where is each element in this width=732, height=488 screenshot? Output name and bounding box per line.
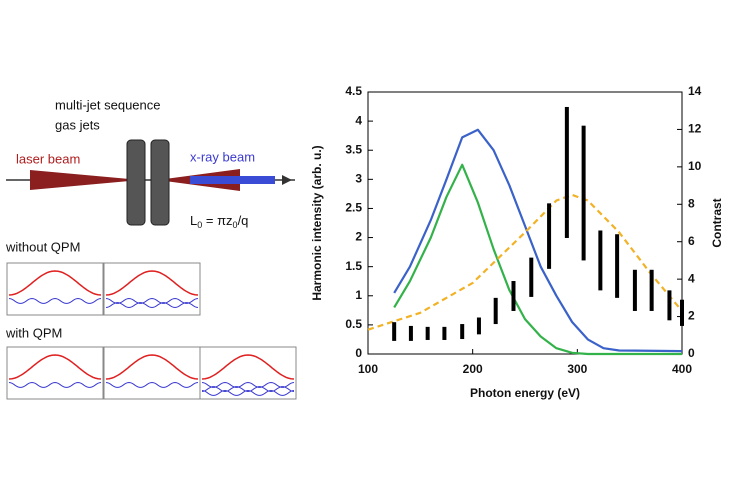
formula: L0 = πz0/q [190, 213, 248, 230]
diagram-label: gas jets [55, 117, 100, 132]
y2-tick-label: 14 [688, 84, 702, 98]
wave-box [6, 262, 104, 316]
x-tick-label: 100 [358, 362, 378, 376]
y2-tick-label: 6 [688, 234, 695, 248]
y2-tick-label: 8 [688, 196, 695, 210]
xray-beam [190, 176, 275, 184]
diagram-label: multi-jet sequence [55, 97, 161, 112]
x-tick-label: 200 [463, 362, 483, 376]
y2-tick-label: 4 [688, 271, 695, 285]
x-axis-label: Photon energy (eV) [470, 386, 580, 400]
y-tick-label: 1 [355, 288, 362, 302]
laser-wave [8, 354, 102, 380]
y-tick-label: 0.5 [345, 317, 362, 331]
diagram-label: x-ray beam [190, 149, 255, 164]
error-bar [564, 106, 569, 238]
x-tick-label: 400 [672, 362, 692, 376]
x-tick-label: 300 [567, 362, 587, 376]
diagram-label: without QPM [5, 239, 80, 254]
series-line [393, 128, 683, 353]
y-tick-label: 1.5 [345, 259, 362, 273]
error-bar [529, 257, 534, 297]
error-bar [581, 125, 586, 261]
wave-box [103, 262, 201, 316]
diagram-label: laser beam [16, 151, 80, 166]
laser-cone [30, 170, 130, 190]
error-bar [493, 297, 498, 325]
gas-jet [126, 139, 146, 226]
error-bar [649, 269, 654, 311]
y2-tick-label: 10 [688, 159, 702, 173]
gas-jet [150, 139, 170, 226]
y-tick-label: 3 [355, 172, 362, 186]
laser-wave [105, 270, 199, 296]
y-tick-label: 2.5 [345, 201, 362, 215]
error-bar [425, 326, 430, 340]
arrow-head [282, 175, 292, 185]
error-bar [632, 269, 637, 311]
y-tick-label: 4.5 [345, 84, 362, 98]
xray-wave [105, 381, 199, 388]
error-bar [408, 325, 413, 341]
error-bar [667, 290, 672, 321]
laser-wave [201, 354, 295, 380]
xray-wave [201, 389, 295, 396]
xray-wave [201, 386, 295, 393]
series-line [367, 193, 683, 331]
formula-part: 0 [197, 220, 202, 230]
laser-wave [105, 354, 199, 380]
y-tick-label: 2 [355, 230, 362, 244]
error-bar [460, 324, 465, 340]
error-bar [680, 299, 684, 326]
y2-axis-label: Contrast [710, 198, 724, 247]
wave-box [199, 346, 297, 400]
error-bar [511, 281, 516, 311]
plot-frame [367, 91, 683, 355]
chart: 100 200 300 400 0 0.5 1 1.5 2 2.5 3 3.5 4 4.5 0 2 4 6 8 10 1… [310, 84, 724, 400]
y-tick-label: 0 [355, 346, 362, 360]
wave-boxes [6, 262, 297, 400]
formula-part: L [190, 213, 197, 228]
y2-tick-label: 2 [688, 309, 695, 323]
error-bar [442, 326, 447, 340]
series-line [393, 163, 682, 356]
error-bar [547, 203, 552, 269]
error-bar [615, 234, 620, 298]
error-bar [476, 317, 481, 335]
wave-box [6, 346, 104, 400]
y-tick-label: 3.5 [345, 142, 362, 156]
laser-wave [8, 270, 102, 296]
formula-part: = πz [202, 213, 232, 228]
y-axis-label: Harmonic intensity (arb. u.) [310, 145, 324, 300]
diagram-label: with QPM [5, 325, 62, 340]
formula-part: /q [238, 213, 249, 228]
y-tick-label: 4 [355, 113, 362, 127]
error-bar [598, 230, 603, 291]
xray-wave [8, 297, 102, 304]
formula-part: 0 [233, 220, 238, 230]
error-bar [392, 322, 397, 341]
xray-wave [105, 297, 199, 304]
y2-tick-label: 12 [688, 122, 702, 136]
diagram: multi-jet sequence gas jets laser beam x… [5, 97, 297, 400]
y2-tick-label: 0 [688, 346, 695, 360]
xray-wave [8, 381, 102, 388]
xray-wave [105, 302, 199, 309]
xray-wave [201, 381, 295, 388]
